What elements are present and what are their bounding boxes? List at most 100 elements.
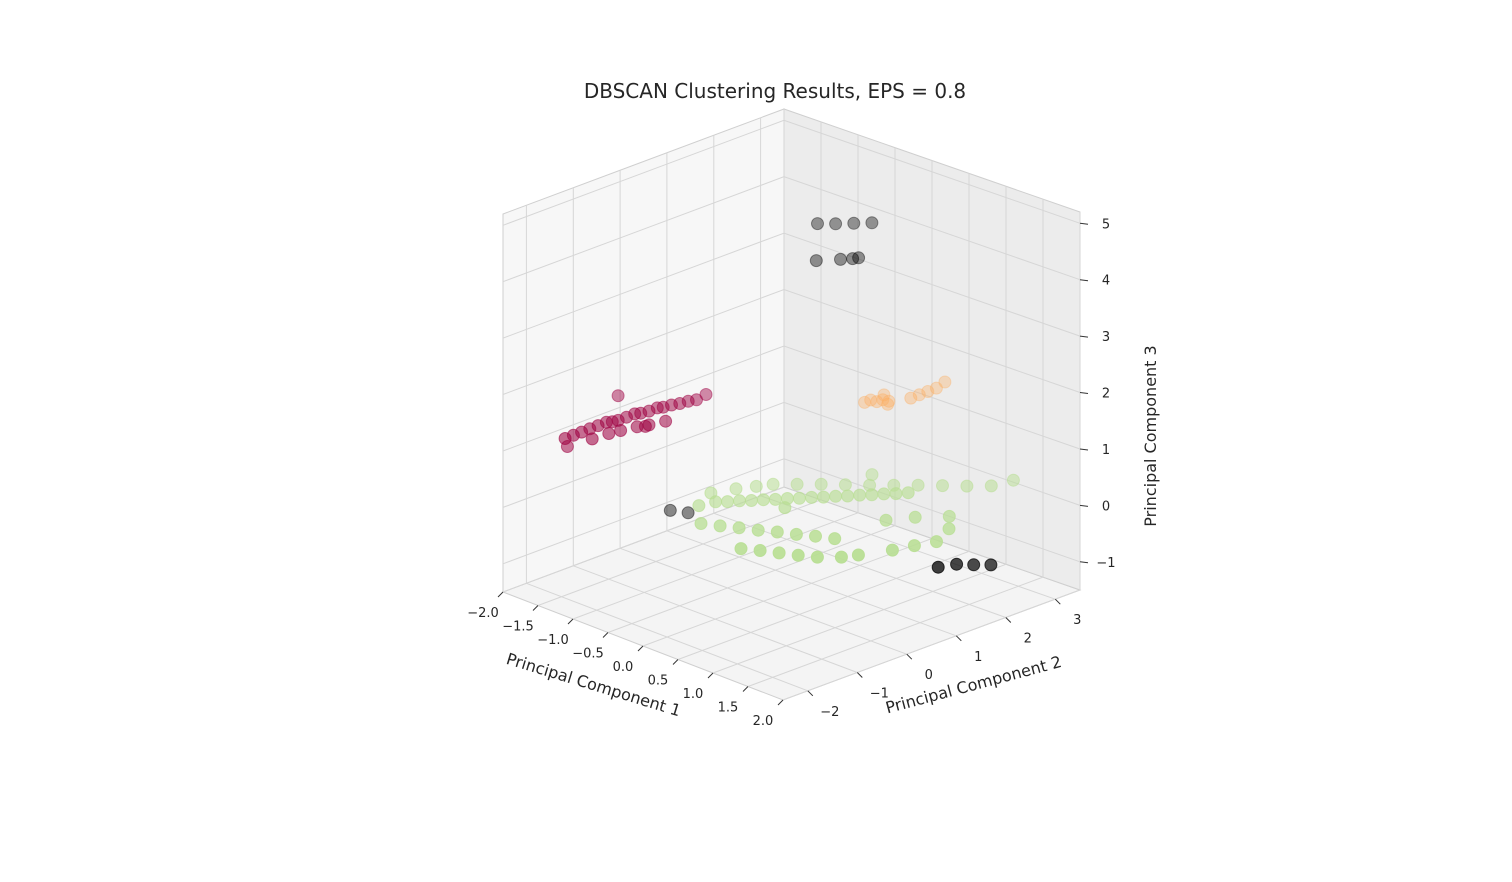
data-point-series-1 xyxy=(882,394,896,408)
data-point-series-2 xyxy=(889,487,903,501)
z-tick-label: 1 xyxy=(1102,443,1110,458)
data-point-series-0 xyxy=(614,424,628,437)
data-point-series-2 xyxy=(907,539,921,553)
x-tick-mark xyxy=(602,632,609,638)
y-grid-line xyxy=(666,152,957,637)
data-point-series-2 xyxy=(930,535,943,549)
data-point-series-3 xyxy=(663,503,677,517)
z-grid-line xyxy=(502,119,1081,226)
data-point-series-2 xyxy=(751,523,765,537)
chart-title: DBSCAN Clustering Results, EPS = 0.8 xyxy=(584,79,966,103)
data-point-series-2 xyxy=(789,527,803,541)
data-point-series-0 xyxy=(699,388,713,401)
x-tick-label: −0.5 xyxy=(572,647,604,662)
y-grid-line xyxy=(619,170,907,655)
x-tick-mark xyxy=(497,591,504,598)
data-point-series-0 xyxy=(558,432,572,445)
z-tick-label: 5 xyxy=(1102,217,1110,232)
data-point-series-2 xyxy=(810,550,824,564)
data-point-series-0 xyxy=(659,414,673,428)
data-point-series-2 xyxy=(908,510,922,524)
data-point-series-1 xyxy=(921,385,935,398)
data-point-series-2 xyxy=(770,525,784,539)
x-grid-line xyxy=(712,186,1007,674)
x-grid-line xyxy=(782,212,1081,701)
data-point-series-2 xyxy=(753,544,767,557)
data-point-series-2 xyxy=(733,494,746,508)
data-point-series-2 xyxy=(865,488,879,502)
z-tick-mark xyxy=(1079,504,1089,507)
y-tick-label: 0 xyxy=(925,668,933,683)
data-point-series-2 xyxy=(694,517,708,530)
data-point-series-2 xyxy=(772,546,786,560)
data-point-series-2 xyxy=(734,542,748,556)
y-tick-mark xyxy=(955,635,962,642)
data-point-series-2 xyxy=(721,495,734,509)
z-tick-mark xyxy=(1079,222,1089,225)
y-tick-label: −2 xyxy=(820,705,839,720)
z-tick-label: 3 xyxy=(1102,330,1110,345)
data-point-series-2 xyxy=(692,499,706,513)
z-grid-line xyxy=(502,345,1081,452)
y-tick-label: 2 xyxy=(1024,632,1032,647)
data-point-series-2 xyxy=(817,490,830,504)
data-point-series-3 xyxy=(852,251,866,265)
data-points xyxy=(558,216,1020,574)
x-tick-mark xyxy=(532,605,539,611)
data-point-series-2 xyxy=(814,477,828,491)
data-point-series-2 xyxy=(838,478,852,492)
x-grid-line xyxy=(747,199,1044,687)
y-tick-mark xyxy=(906,653,913,660)
x-tick-mark xyxy=(637,645,644,652)
data-point-series-2 xyxy=(744,494,758,507)
data-point-series-2 xyxy=(768,492,782,506)
data-point-series-2 xyxy=(885,543,899,557)
data-point-series-1 xyxy=(864,393,878,407)
data-point-series-1 xyxy=(904,391,918,405)
z-axis-label: Principal Component 3 xyxy=(1141,345,1160,526)
z-tick-label: 0 xyxy=(1102,499,1110,514)
data-point-series-2 xyxy=(1006,473,1020,487)
z-tick-mark xyxy=(1079,335,1089,338)
x-tick-mark xyxy=(742,686,749,692)
x-tick-label: 0.5 xyxy=(648,674,669,689)
data-point-series-3 xyxy=(811,217,824,231)
data-point-series-3 xyxy=(834,252,847,266)
z-grid-line xyxy=(502,401,1081,508)
x-tick-label: 2.0 xyxy=(753,714,774,729)
x-tick-mark xyxy=(777,699,784,706)
y-tick-mark xyxy=(807,690,814,697)
data-point-series-3 xyxy=(931,560,945,574)
data-point-series-2 xyxy=(960,479,974,493)
data-point-series-2 xyxy=(732,521,746,535)
data-point-series-2 xyxy=(749,479,763,493)
data-point-series-2 xyxy=(841,489,855,503)
y-tick-mark xyxy=(856,672,863,678)
data-point-series-3 xyxy=(681,506,695,520)
z-tick-label: 2 xyxy=(1102,387,1110,402)
x-tick-label: 1.5 xyxy=(718,701,739,716)
x-tick-mark xyxy=(707,672,714,679)
data-point-series-1 xyxy=(877,388,891,402)
data-point-series-0 xyxy=(656,400,670,414)
data-point-series-2 xyxy=(828,532,842,546)
data-point-series-2 xyxy=(834,550,848,564)
x-tick-label: 0.0 xyxy=(613,660,634,675)
z-grid-line xyxy=(502,176,1081,283)
data-point-series-2 xyxy=(829,489,843,503)
y-tick-label: 3 xyxy=(1073,613,1081,628)
x-tick-label: −1.5 xyxy=(502,620,534,635)
data-point-series-2 xyxy=(709,495,723,509)
data-point-series-3 xyxy=(967,558,981,572)
data-point-series-2 xyxy=(851,548,865,562)
data-point-series-0 xyxy=(642,418,656,432)
data-point-series-2 xyxy=(778,501,792,515)
data-point-series-3 xyxy=(809,254,823,268)
y-grid-line xyxy=(713,135,1006,618)
data-point-series-0 xyxy=(585,432,599,446)
data-point-series-3 xyxy=(950,557,964,571)
y-tick-label: 1 xyxy=(974,650,982,665)
data-point-series-1 xyxy=(938,375,952,389)
data-point-series-2 xyxy=(911,478,925,492)
